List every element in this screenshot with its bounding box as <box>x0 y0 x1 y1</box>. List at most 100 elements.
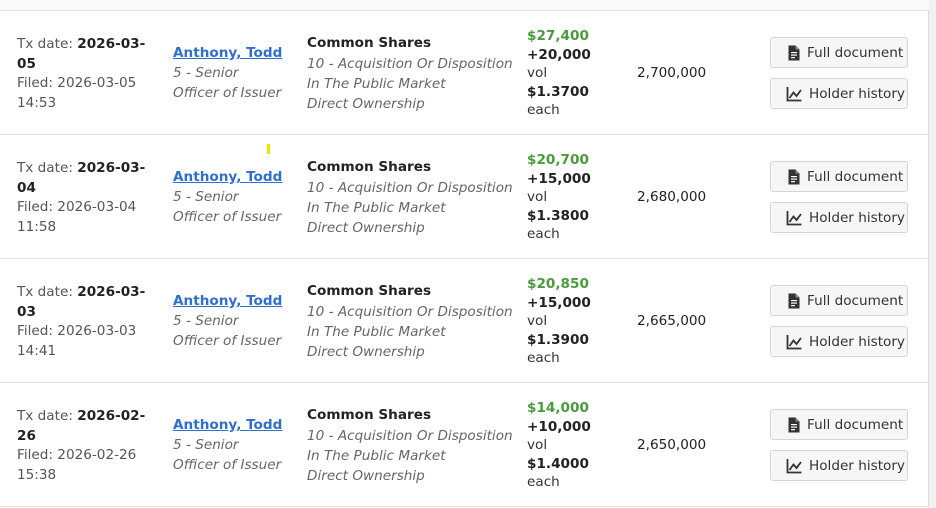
security-cell: Common Shares 10 - Acquisition Or Dispos… <box>307 157 517 238</box>
security-name: Common Shares <box>307 159 432 175</box>
scrollbar-track[interactable] <box>929 0 936 508</box>
filed-date: 2026-03-05 <box>57 75 137 91</box>
filed-label: Filed: <box>17 447 53 463</box>
table-row: Tx date: 2026-02- 26 Filed: 2026-02-26 1… <box>0 383 928 507</box>
price-value: $1.4000 <box>527 455 589 472</box>
full-document-button[interactable]: Full document <box>770 409 908 440</box>
holder-history-button[interactable]: Holder history <box>770 202 908 233</box>
holdings-value: 2,700,000 <box>637 65 707 81</box>
table-row: Tx date: 2026-03- 05 Filed: 2026-03-05 1… <box>0 11 928 135</box>
insider-role: 5 - Senior <box>173 313 239 329</box>
security-cell: Common Shares 10 - Acquisition Or Dispos… <box>307 281 517 362</box>
transaction-code: 10 - Acquisition Or Disposition <box>307 304 513 320</box>
filed-label: Filed: <box>17 199 53 215</box>
price-value: $1.3900 <box>527 331 589 348</box>
holder-history-button[interactable]: Holder history <box>770 450 908 481</box>
tx-date-value-a: 2026-03- <box>77 36 146 52</box>
holder-history-label: Holder history <box>809 210 905 226</box>
transaction-date-cell: Tx date: 2026-02- 26 Filed: 2026-02-26 1… <box>17 407 152 485</box>
insider-role-detail: Officer of Issuer <box>173 209 282 225</box>
value-cell: $20,700 +15,000 vol $1.3800 each <box>527 151 617 244</box>
insider-name-link[interactable]: Anthony, Todd <box>173 417 283 433</box>
insider-cell: Anthony, Todd 5 - Senior Officer of Issu… <box>173 167 298 227</box>
filed-time: 11:58 <box>17 218 57 235</box>
tx-date-label: Tx date: <box>17 408 73 424</box>
transaction-code-detail: In The Public Market <box>307 448 446 464</box>
holdings-value: 2,650,000 <box>637 437 707 453</box>
insider-name-link[interactable]: Anthony, Todd <box>173 293 283 309</box>
table-row: Tx date: 2026-03- 03 Filed: 2026-03-03 1… <box>0 259 928 383</box>
each-label: each <box>527 102 560 118</box>
transaction-code: 10 - Acquisition Or Disposition <box>307 180 513 196</box>
line-chart-icon <box>786 459 802 474</box>
volume-label: vol <box>527 65 548 81</box>
filed-label: Filed: <box>17 323 53 339</box>
full-document-button[interactable]: Full document <box>770 285 908 316</box>
full-document-button[interactable]: Full document <box>770 37 908 68</box>
line-chart-icon <box>786 211 802 226</box>
document-icon <box>788 45 800 61</box>
full-document-label: Full document <box>807 417 904 433</box>
filed-time: 14:53 <box>17 94 57 111</box>
insider-role: 5 - Senior <box>173 437 239 453</box>
full-document-label: Full document <box>807 169 904 185</box>
volume-label: vol <box>527 313 548 329</box>
filed-time: 14:41 <box>17 342 57 359</box>
tx-date-label: Tx date: <box>17 160 73 176</box>
holdings-value: 2,665,000 <box>637 313 707 329</box>
volume-value: +15,000 <box>527 294 591 311</box>
full-document-button[interactable]: Full document <box>770 161 908 192</box>
holder-history-button[interactable]: Holder history <box>770 326 908 357</box>
table-body: Tx date: 2026-03- 05 Filed: 2026-03-05 1… <box>0 11 928 507</box>
value-cell: $27,400 +20,000 vol $1.3700 each <box>527 27 617 120</box>
each-label: each <box>527 350 560 366</box>
volume-value: +10,000 <box>527 418 591 435</box>
holder-history-button[interactable]: Holder history <box>770 78 908 109</box>
full-document-label: Full document <box>807 293 904 309</box>
security-cell: Common Shares 10 - Acquisition Or Dispos… <box>307 405 517 486</box>
holder-history-label: Holder history <box>809 334 905 350</box>
tx-date-label: Tx date: <box>17 284 73 300</box>
filed-label: Filed: <box>17 75 53 91</box>
holder-history-label: Holder history <box>809 458 905 474</box>
transaction-value: $20,850 <box>527 276 589 292</box>
each-label: each <box>527 474 560 490</box>
document-icon <box>788 293 800 309</box>
ownership-type: Direct Ownership <box>307 220 425 236</box>
security-name: Common Shares <box>307 35 432 51</box>
transaction-code: 10 - Acquisition Or Disposition <box>307 56 513 72</box>
line-chart-icon <box>786 335 802 350</box>
holdings-value: 2,680,000 <box>637 189 707 205</box>
value-cell: $20,850 +15,000 vol $1.3900 each <box>527 275 617 368</box>
line-chart-icon <box>786 87 802 102</box>
tx-date-value-b: 04 <box>17 179 36 196</box>
transaction-date-cell: Tx date: 2026-03- 05 Filed: 2026-03-05 1… <box>17 35 152 113</box>
transaction-code-detail: In The Public Market <box>307 324 446 340</box>
insider-cell: Anthony, Todd 5 - Senior Officer of Issu… <box>173 415 298 475</box>
filed-date: 2026-02-26 <box>57 447 137 463</box>
tx-date-value-b: 05 <box>17 55 36 72</box>
security-name: Common Shares <box>307 283 432 299</box>
insider-role-detail: Officer of Issuer <box>173 457 282 473</box>
transaction-value: $20,700 <box>527 152 589 168</box>
transaction-value: $27,400 <box>527 28 589 44</box>
insider-cell: Anthony, Todd 5 - Senior Officer of Issu… <box>173 291 298 351</box>
insider-cell: Anthony, Todd 5 - Senior Officer of Issu… <box>173 43 298 103</box>
document-icon <box>788 417 800 433</box>
transaction-code-detail: In The Public Market <box>307 200 446 216</box>
insider-role-detail: Officer of Issuer <box>173 85 282 101</box>
ownership-type: Direct Ownership <box>307 344 425 360</box>
price-value: $1.3700 <box>527 83 589 100</box>
security-cell: Common Shares 10 - Acquisition Or Dispos… <box>307 33 517 114</box>
transaction-code: 10 - Acquisition Or Disposition <box>307 428 513 444</box>
transaction-value: $14,000 <box>527 400 589 416</box>
insider-name-link[interactable]: Anthony, Todd <box>173 45 283 61</box>
filed-date: 2026-03-04 <box>57 199 137 215</box>
highlight-marker <box>267 144 270 154</box>
full-document-label: Full document <box>807 45 904 61</box>
insider-name-link[interactable]: Anthony, Todd <box>173 169 283 185</box>
price-value: $1.3800 <box>527 207 589 224</box>
volume-value: +15,000 <box>527 170 591 187</box>
transaction-date-cell: Tx date: 2026-03- 03 Filed: 2026-03-03 1… <box>17 283 152 361</box>
volume-label: vol <box>527 437 548 453</box>
